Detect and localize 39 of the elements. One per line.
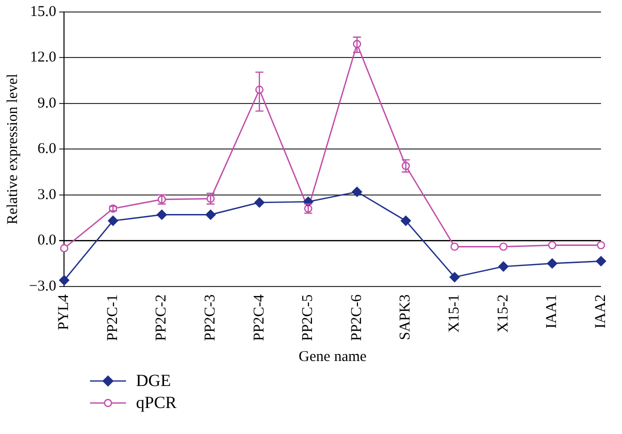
y-tick-label: 3.0 [37, 186, 56, 203]
point [156, 210, 167, 220]
x-tick-label: X15-2 [495, 294, 512, 333]
legend-label: qPCR [136, 393, 177, 413]
legend-label: DGE [136, 371, 171, 391]
point [59, 275, 70, 286]
x-tick-label: IAA1 [544, 294, 560, 328]
point [498, 261, 508, 272]
point [450, 272, 460, 282]
point [547, 258, 558, 269]
point [596, 241, 606, 250]
y-tick-label: 6.0 [37, 141, 56, 158]
y-tick-label: −3.0 [28, 278, 56, 294]
y-tick-label: 0.0 [37, 232, 56, 249]
x-tick-label: PP2C-6 [348, 294, 365, 342]
x-tick-label: PP2C-2 [154, 294, 170, 342]
point [254, 197, 265, 208]
x-axis-title: Gene name [298, 348, 367, 365]
x-tick-label: PP2C-5 [300, 294, 316, 342]
y-tick-label: 12.0 [30, 50, 56, 66]
x-tick-label: IAA2 [592, 294, 609, 328]
point [548, 241, 556, 250]
point [108, 216, 118, 226]
point [400, 216, 411, 226]
x-tick-label: X15-1 [446, 294, 463, 333]
x-tick-label: PP2C-1 [104, 294, 121, 342]
point [499, 242, 508, 251]
point [596, 256, 606, 266]
y-axis-title: Relative expression level [4, 74, 21, 225]
y-tick-label: 9.0 [37, 95, 56, 112]
point [60, 244, 68, 252]
y-tick-label: 15.0 [30, 4, 56, 20]
point [450, 242, 459, 251]
x-tick-label: SAPK3 [398, 294, 414, 340]
point [206, 210, 216, 220]
point [352, 186, 362, 197]
x-tick-label: PYL4 [56, 294, 72, 330]
x-tick-label: PP2C-4 [251, 294, 268, 342]
x-tick-label: PP2C-3 [202, 294, 219, 342]
